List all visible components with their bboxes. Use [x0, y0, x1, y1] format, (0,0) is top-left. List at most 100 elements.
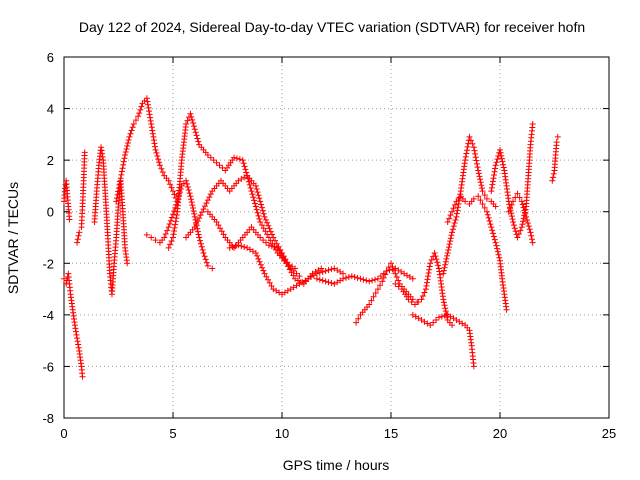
data-point — [325, 267, 332, 274]
data-point — [514, 190, 521, 197]
data-point — [184, 117, 191, 124]
data-point — [319, 277, 326, 284]
data-point — [426, 263, 433, 270]
data-point — [267, 228, 274, 235]
data-point — [451, 201, 458, 208]
data-point — [340, 275, 347, 282]
data-point — [188, 113, 195, 120]
data-point — [492, 162, 499, 169]
data-point — [268, 243, 275, 250]
data-point — [451, 220, 458, 227]
data-point — [196, 234, 203, 241]
data-point — [522, 210, 529, 217]
data-point — [450, 223, 457, 230]
data-point — [206, 194, 213, 201]
data-point — [243, 169, 250, 176]
data-point — [259, 264, 266, 271]
data-point — [432, 253, 439, 260]
data-point — [147, 114, 154, 121]
data-point — [191, 126, 198, 133]
data-point — [186, 190, 193, 197]
data-point — [449, 229, 456, 236]
data-point — [495, 251, 502, 258]
data-point — [497, 146, 503, 153]
data-point — [252, 182, 259, 189]
y-tick-label: 4 — [47, 102, 54, 117]
data-point — [151, 140, 158, 147]
data-point — [489, 181, 496, 188]
data-point — [262, 216, 269, 223]
data-point — [425, 273, 432, 280]
data-point — [351, 274, 358, 281]
data-point — [155, 156, 162, 163]
data-point — [435, 262, 442, 269]
data-point — [74, 236, 81, 243]
data-point — [374, 275, 381, 282]
data-point — [498, 155, 505, 162]
data-point — [135, 113, 142, 120]
data-point — [470, 195, 477, 202]
data-point — [427, 260, 434, 267]
data-point — [421, 289, 428, 296]
data-point — [116, 181, 123, 188]
data-point — [383, 268, 390, 275]
data-point — [449, 208, 456, 215]
data-point — [489, 178, 496, 185]
data-point — [500, 164, 507, 171]
data-point — [503, 306, 510, 313]
data-point — [203, 200, 210, 207]
data-point — [426, 266, 433, 273]
data-point — [117, 178, 124, 185]
x-tick-label: 20 — [493, 426, 507, 441]
data-point — [150, 137, 157, 144]
data-point — [203, 259, 210, 266]
data-point — [194, 135, 201, 142]
data-point — [218, 228, 225, 235]
data-point — [273, 240, 280, 247]
data-point — [171, 191, 178, 198]
data-point — [152, 143, 159, 150]
data-point — [440, 270, 447, 277]
data-point — [441, 264, 448, 271]
data-point — [152, 146, 159, 153]
data-point — [124, 139, 131, 146]
data-point — [318, 265, 325, 272]
data-point — [152, 237, 159, 244]
data-point — [252, 249, 259, 256]
x-tick-label: 10 — [275, 426, 289, 441]
data-point — [322, 268, 329, 275]
data-point — [525, 223, 532, 230]
data-point — [231, 154, 238, 161]
data-point — [472, 150, 479, 157]
data-point — [115, 185, 122, 192]
data-point — [153, 149, 160, 156]
data-point — [322, 278, 329, 285]
data-point — [443, 255, 450, 262]
y-tick-label: 0 — [47, 205, 54, 220]
data-point — [363, 277, 370, 284]
data-point — [241, 163, 248, 170]
data-point — [255, 192, 262, 199]
data-point — [265, 222, 272, 229]
data-point — [518, 224, 525, 231]
data-point — [145, 104, 152, 111]
data-point — [204, 151, 211, 158]
data-point — [191, 224, 198, 231]
data-point — [240, 160, 247, 167]
data-point — [201, 203, 208, 210]
data-point — [183, 177, 190, 184]
data-point — [190, 207, 197, 214]
data-point — [195, 231, 202, 238]
data-point — [281, 257, 288, 264]
data-point — [183, 180, 190, 187]
data-point — [507, 205, 514, 212]
data-point — [213, 219, 220, 226]
data-point — [189, 202, 196, 209]
data-point — [168, 184, 175, 191]
data-point — [197, 237, 204, 244]
data-point — [256, 215, 263, 222]
data-point — [515, 231, 522, 238]
data-point — [213, 159, 220, 166]
data-point — [265, 242, 272, 249]
data-point — [442, 261, 449, 268]
